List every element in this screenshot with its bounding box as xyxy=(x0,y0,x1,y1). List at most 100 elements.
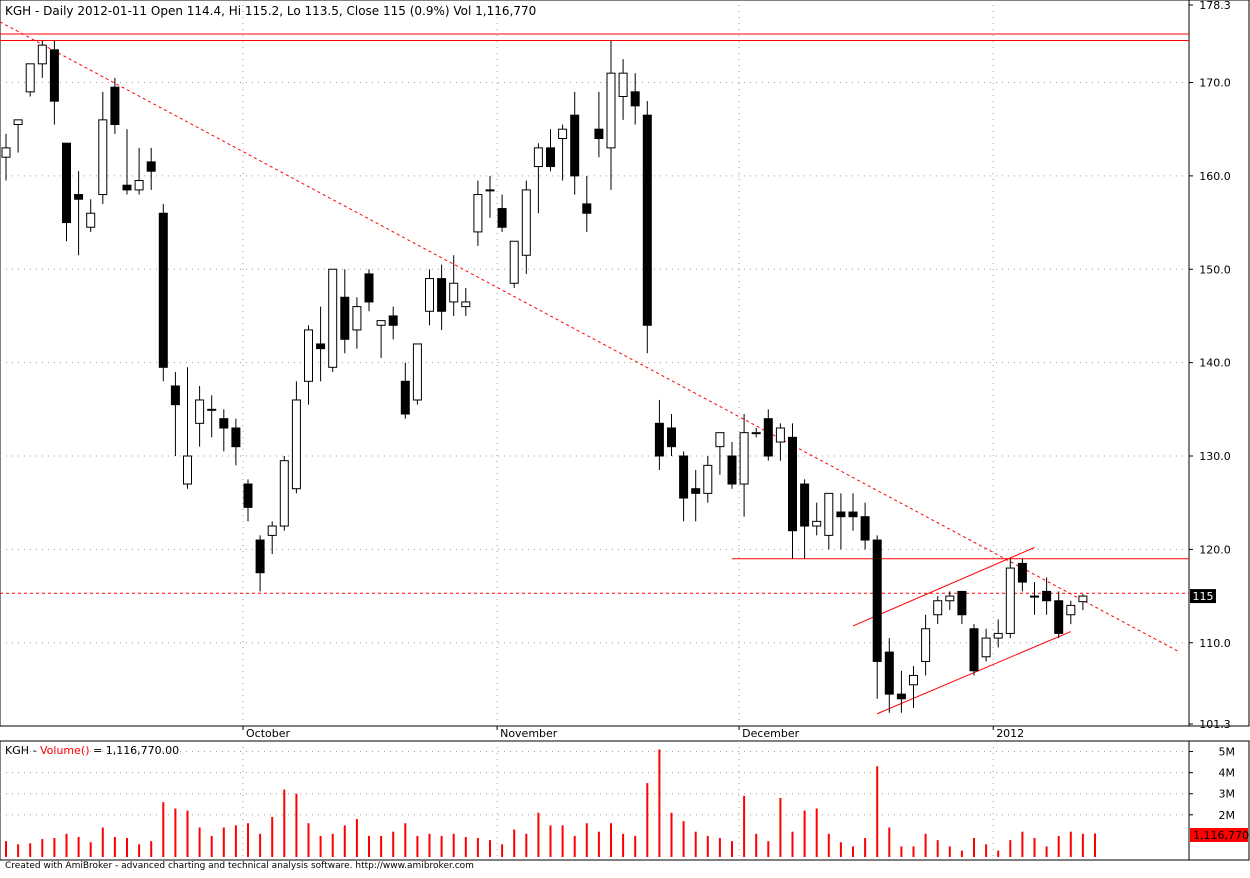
candle xyxy=(267,521,277,555)
candle xyxy=(1042,577,1052,615)
candle xyxy=(993,619,1003,648)
channel-upper-line xyxy=(852,547,1035,627)
candle-body-up xyxy=(1066,604,1076,616)
candle-body-down xyxy=(146,161,156,172)
candle-body-down xyxy=(243,483,253,508)
candle xyxy=(1017,558,1027,592)
price-y-tick-label: 120.0 xyxy=(1199,543,1231,556)
candle xyxy=(546,129,555,172)
candle-body-down xyxy=(122,184,132,191)
candle xyxy=(1,133,11,181)
candle-body-down xyxy=(62,142,71,224)
candle-body-up xyxy=(618,72,628,98)
candle xyxy=(933,596,943,625)
candle xyxy=(170,371,180,457)
candle-body-down xyxy=(158,212,168,368)
candle-body-up xyxy=(183,455,192,485)
candle xyxy=(981,628,991,662)
candle-body-down xyxy=(231,427,241,448)
downtrend-line xyxy=(0,21,1180,653)
candle-body-up xyxy=(1030,595,1039,598)
candle-body-up xyxy=(473,194,483,233)
price-y-tick-label: 170.0 xyxy=(1199,77,1231,90)
candle xyxy=(836,493,846,550)
candle-body-up xyxy=(461,301,471,308)
candle xyxy=(328,268,338,372)
candle-body-down xyxy=(364,273,374,303)
candle xyxy=(219,409,229,452)
candle xyxy=(642,101,652,354)
candle xyxy=(727,442,737,489)
price-y-tick-label: 150.0 xyxy=(1199,263,1231,276)
candle-body-down xyxy=(400,380,410,415)
candle xyxy=(582,175,592,232)
candle xyxy=(909,666,918,709)
price-y-tick-label: 130.0 xyxy=(1199,450,1231,463)
candle xyxy=(872,535,882,699)
candle-body-up xyxy=(37,44,47,65)
candle xyxy=(37,40,47,78)
volume-y-tick-label: 4M xyxy=(1219,767,1236,780)
candle-body-down xyxy=(630,91,640,107)
candle-body-up xyxy=(195,399,205,424)
candle xyxy=(1030,582,1039,615)
volume-title-symbol: KGH - xyxy=(5,744,40,757)
candle xyxy=(304,325,313,405)
x-axis-month-label: November xyxy=(500,727,558,740)
candle-body-down xyxy=(957,590,967,616)
candle-body-down xyxy=(679,455,689,499)
candle-body-up xyxy=(775,427,785,443)
last-volume-label-box xyxy=(1190,828,1248,842)
candle-body-up xyxy=(412,343,422,401)
candle xyxy=(896,670,906,713)
candle-body-up xyxy=(824,492,834,536)
volume-y-tick-label: 5M xyxy=(1219,746,1236,759)
candle xyxy=(122,129,132,195)
candle-body-up xyxy=(86,212,96,228)
candle-body-down xyxy=(872,539,882,662)
candle-body-up xyxy=(606,72,616,149)
candle-body-up xyxy=(291,399,301,490)
candle xyxy=(679,451,689,522)
price-y-tick-label: 101.3 xyxy=(1199,718,1231,731)
candle xyxy=(473,180,483,246)
x-axis-month-label: 2012 xyxy=(996,727,1024,740)
candle-body-up xyxy=(449,282,459,303)
candle xyxy=(739,413,749,517)
candle xyxy=(667,413,676,457)
candle-body-down xyxy=(848,511,858,518)
footer-credit: Created with AmiBroker - advanced charti… xyxy=(5,861,474,871)
candle xyxy=(860,502,870,550)
candle-body-up xyxy=(993,632,1003,639)
candle xyxy=(412,343,422,405)
candle xyxy=(715,432,725,475)
candle-body-up xyxy=(1005,567,1015,634)
last-price-label: 115 xyxy=(1193,590,1214,603)
candle-body-up xyxy=(945,595,955,602)
candle xyxy=(352,297,362,349)
candle xyxy=(62,142,71,242)
candle xyxy=(703,456,713,503)
candle xyxy=(533,143,543,214)
candle-body-up xyxy=(921,628,931,662)
candle-body-up xyxy=(376,320,386,326)
candle xyxy=(74,171,84,256)
candle xyxy=(558,124,568,181)
candle xyxy=(521,180,531,274)
price-pane-frame xyxy=(0,0,1250,727)
candle-body-up xyxy=(751,432,761,435)
candle xyxy=(812,502,822,536)
candle xyxy=(570,91,580,195)
candle xyxy=(364,269,374,312)
price-pane: 178.3 170.0 160.0 150.0 140.0 130.0 120.0 110.0… xyxy=(0,0,1250,740)
candle xyxy=(183,367,192,489)
candle-body-up xyxy=(1078,595,1088,603)
candle-body-up xyxy=(98,119,108,196)
candle-body-up xyxy=(134,180,144,191)
candle-body-up xyxy=(267,525,277,536)
candle xyxy=(243,479,253,522)
candle xyxy=(388,306,398,340)
candle-body-down xyxy=(836,511,846,518)
candle-body-up xyxy=(279,460,289,527)
